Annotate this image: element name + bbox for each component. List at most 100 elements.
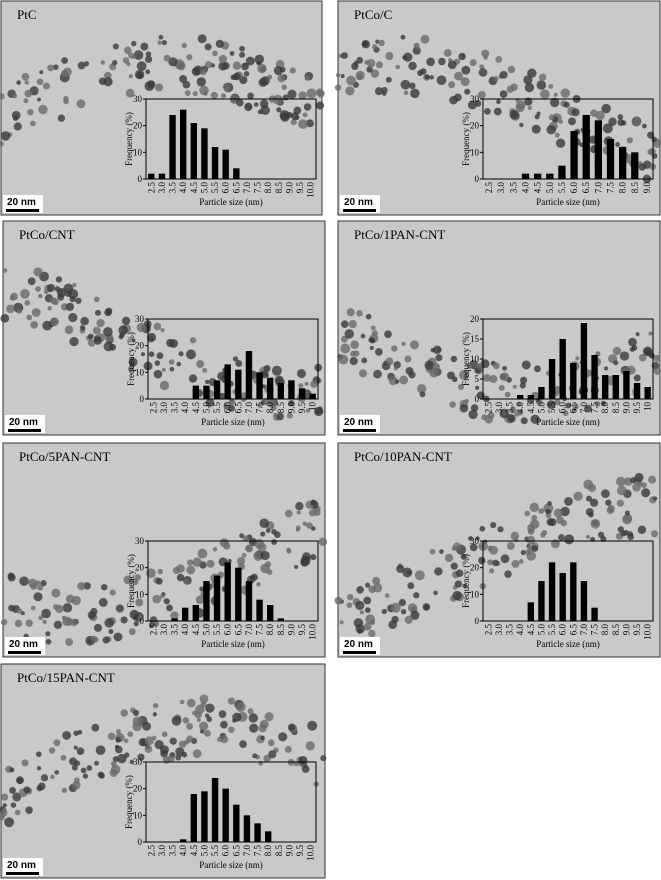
particle [131, 338, 136, 343]
particle [549, 97, 560, 108]
particle [538, 508, 545, 514]
particle [61, 57, 69, 64]
particle [347, 593, 354, 601]
particle [346, 308, 355, 317]
particle [295, 527, 300, 532]
particle [102, 636, 110, 644]
particle [271, 528, 277, 535]
particles [337, 308, 661, 425]
particle [518, 558, 524, 564]
scale-bar-label: 20 nm [344, 639, 373, 650]
particle [481, 49, 490, 58]
panel-label: PtCo/10PAN-CNT [354, 449, 452, 464]
particle [80, 767, 87, 774]
particle [520, 549, 526, 556]
particle [273, 65, 283, 76]
bar [591, 607, 598, 621]
particle [553, 92, 558, 97]
particle [502, 365, 508, 371]
particle [536, 111, 541, 116]
particle [531, 545, 539, 552]
y-tick-label: 20 [470, 314, 480, 324]
particle [615, 142, 621, 147]
x-tick-label: 6.5 [568, 402, 578, 414]
bar [254, 823, 261, 842]
particle [227, 697, 236, 705]
x-tick-label: 7.5 [590, 624, 600, 636]
bar [201, 791, 208, 842]
particle [304, 381, 309, 386]
particle [178, 740, 187, 748]
particle [14, 809, 21, 816]
bar [546, 173, 554, 179]
x-tick-label: 7.0 [242, 845, 252, 857]
y-axis-label: Frequency (%) [461, 554, 471, 608]
bar [570, 131, 578, 179]
particle [459, 370, 470, 380]
bar [201, 128, 208, 179]
particle [212, 547, 218, 552]
x-tick-label: 2.5 [148, 624, 158, 636]
x-tick-label: 2.5 [483, 624, 493, 636]
x-tick-label: 7.5 [255, 624, 265, 636]
bar [580, 323, 588, 399]
particle [526, 551, 537, 561]
particle [258, 760, 264, 766]
particle [228, 398, 236, 406]
particle [585, 507, 594, 516]
particle [57, 114, 66, 122]
x-tick-label: 7.0 [244, 624, 254, 636]
particle [467, 100, 477, 110]
particle [298, 755, 308, 765]
particle [196, 717, 201, 723]
particle [133, 621, 139, 627]
x-tick-label: 5.5 [210, 845, 220, 857]
particle [400, 34, 406, 40]
bar [158, 173, 166, 179]
particle [298, 91, 307, 100]
particle [340, 74, 345, 79]
particle [653, 354, 661, 363]
x-tick-label: 3.0 [159, 402, 169, 414]
particle [564, 496, 573, 506]
particle [24, 80, 30, 85]
particle [498, 384, 505, 391]
x-tick-label: 6.5 [233, 624, 243, 636]
particle [410, 88, 420, 99]
particle [469, 543, 478, 552]
particle [221, 61, 230, 70]
particle [464, 398, 469, 404]
bar [222, 788, 229, 842]
particle [144, 55, 153, 63]
particle [409, 82, 416, 90]
x-tick-label: 5.0 [536, 624, 546, 636]
x-tick-label: 10.0 [643, 624, 653, 640]
particle [546, 400, 556, 410]
particle [45, 638, 52, 645]
particle [239, 51, 246, 58]
particle [217, 371, 226, 381]
bar [527, 602, 534, 621]
particle [357, 628, 363, 634]
particle [447, 60, 457, 70]
particle [613, 360, 619, 366]
particle [73, 730, 79, 736]
particle [346, 75, 357, 86]
bar [245, 581, 253, 621]
particle [298, 383, 304, 389]
particle [506, 542, 515, 550]
particle [196, 77, 206, 87]
particle [96, 318, 105, 328]
particle [356, 56, 364, 64]
particle [506, 85, 515, 93]
x-tick-label: 3.0 [494, 624, 504, 636]
particle [212, 50, 218, 57]
x-tick-label: 10 [643, 402, 653, 412]
particle [388, 376, 398, 386]
particle [400, 79, 411, 90]
particle [86, 765, 93, 771]
particle [161, 731, 168, 738]
particle [50, 317, 60, 327]
particle [310, 380, 318, 388]
particle [416, 384, 427, 394]
